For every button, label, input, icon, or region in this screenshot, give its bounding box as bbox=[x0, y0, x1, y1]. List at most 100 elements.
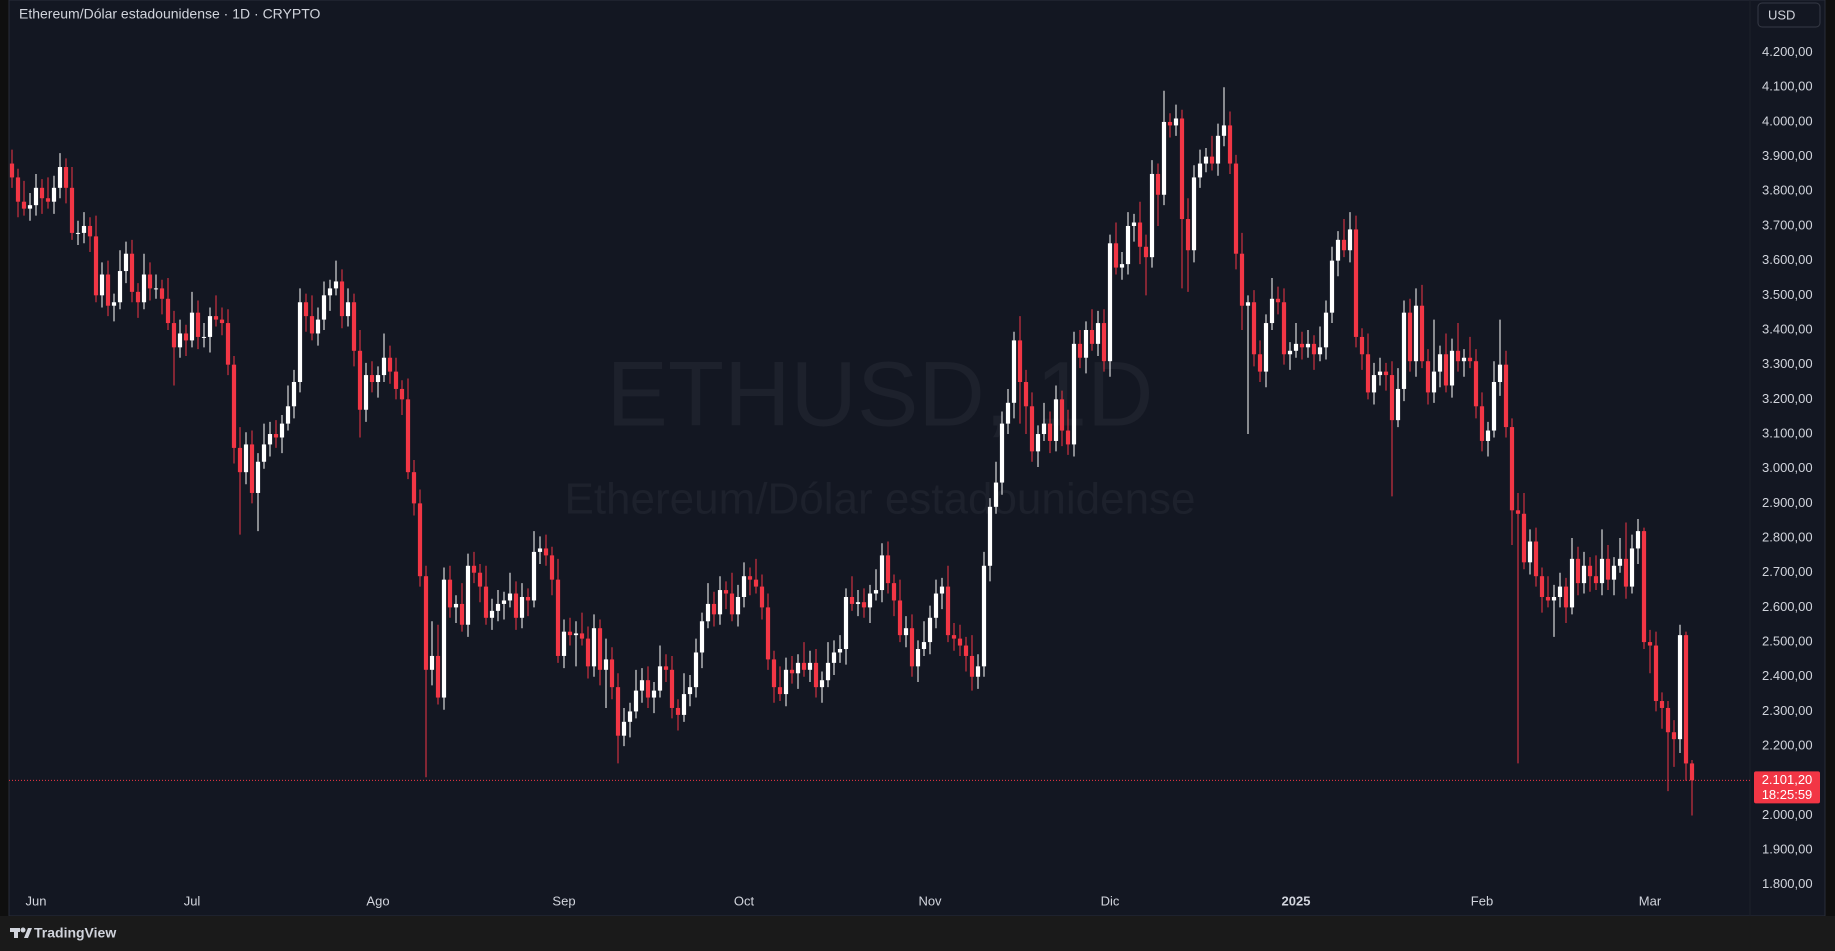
candle-body bbox=[39, 187, 45, 199]
candle-body bbox=[135, 291, 141, 303]
x-tick-label: Nov bbox=[918, 893, 942, 908]
candle-body bbox=[231, 364, 237, 448]
candle-body bbox=[1161, 121, 1167, 195]
candle-body bbox=[1341, 239, 1347, 251]
candle-body bbox=[345, 302, 351, 317]
last-price-box bbox=[1754, 771, 1820, 804]
candle-body bbox=[9, 163, 15, 178]
candle-body bbox=[933, 593, 939, 618]
candle-body bbox=[1293, 343, 1299, 351]
candle-body bbox=[1425, 361, 1431, 393]
candle-body bbox=[1065, 430, 1071, 445]
candle-body bbox=[423, 576, 429, 670]
candle-body bbox=[489, 610, 495, 618]
candle-body bbox=[267, 434, 273, 445]
candle-body bbox=[1359, 336, 1365, 355]
candle-body bbox=[747, 576, 753, 580]
y-tick-label: 2.300,00 bbox=[1762, 703, 1813, 718]
candle-body bbox=[297, 302, 303, 383]
candle-body bbox=[1449, 350, 1455, 386]
candle-body bbox=[387, 357, 393, 372]
candle-body bbox=[741, 576, 747, 597]
candle-body bbox=[279, 423, 285, 438]
candle-body bbox=[783, 669, 789, 695]
candle-body bbox=[1365, 354, 1371, 393]
brand-logo bbox=[10, 927, 32, 938]
candle-body bbox=[981, 565, 987, 667]
candle-body bbox=[1215, 135, 1221, 164]
candle-body bbox=[549, 555, 555, 580]
candle-body bbox=[591, 628, 597, 667]
candle-body bbox=[1041, 423, 1047, 435]
candle-body bbox=[711, 603, 717, 615]
candle-body bbox=[717, 590, 723, 615]
candle-body bbox=[687, 687, 693, 695]
candle-body bbox=[159, 288, 165, 299]
candle-body bbox=[435, 655, 441, 698]
currency-label[interactable]: USD bbox=[1768, 7, 1795, 22]
candle-body bbox=[1269, 298, 1275, 324]
candle-body bbox=[627, 711, 633, 722]
candle-body bbox=[1575, 558, 1581, 584]
candle-body bbox=[903, 628, 909, 636]
candle-body bbox=[519, 596, 525, 618]
candle-body bbox=[363, 375, 369, 410]
x-tick-label: Feb bbox=[1471, 893, 1493, 908]
candle-body bbox=[219, 319, 225, 324]
candle-body bbox=[165, 298, 171, 324]
y-tick-label: 2.600,00 bbox=[1762, 599, 1813, 614]
candle-body bbox=[1173, 118, 1179, 126]
candle-body bbox=[1257, 354, 1263, 372]
candle-body bbox=[1401, 312, 1407, 389]
candle-body bbox=[1059, 399, 1065, 431]
candle-body bbox=[735, 596, 741, 615]
candle-body bbox=[1527, 541, 1533, 563]
candle-body bbox=[1143, 246, 1149, 258]
x-tick-label: Mar bbox=[1639, 893, 1662, 908]
candle-body bbox=[1167, 121, 1173, 126]
candle-body bbox=[867, 593, 873, 608]
candle-body bbox=[21, 201, 27, 209]
candle-body bbox=[1431, 371, 1437, 393]
candle-body bbox=[105, 274, 111, 306]
candle-body bbox=[1227, 125, 1233, 164]
candle-body bbox=[621, 721, 627, 736]
candle-body bbox=[447, 579, 453, 608]
y-tick-label: 2.700,00 bbox=[1762, 564, 1813, 579]
candle-body bbox=[651, 690, 657, 698]
y-tick-label: 3.100,00 bbox=[1762, 425, 1813, 440]
y-tick-label: 2.400,00 bbox=[1762, 668, 1813, 683]
candle-body bbox=[75, 232, 81, 234]
candle-body bbox=[483, 586, 489, 618]
candle-body bbox=[1353, 229, 1359, 337]
candle-body bbox=[1245, 302, 1251, 306]
candle-body bbox=[1317, 347, 1323, 355]
candle-body bbox=[1485, 430, 1491, 441]
candle-body bbox=[1119, 264, 1125, 268]
candle-body bbox=[1665, 707, 1671, 733]
candle-body bbox=[1623, 558, 1629, 587]
candle-body bbox=[303, 302, 309, 317]
candle-body bbox=[1455, 350, 1461, 362]
candle-body bbox=[729, 593, 735, 615]
candle-body bbox=[1083, 329, 1089, 358]
candle-body bbox=[927, 617, 933, 643]
x-tick-label: Dic bbox=[1101, 893, 1120, 908]
candle-body bbox=[291, 382, 297, 407]
candle-body bbox=[945, 586, 951, 636]
candle-body bbox=[411, 472, 417, 504]
candle-body bbox=[1089, 329, 1095, 344]
candle-body bbox=[495, 603, 501, 611]
candle-body bbox=[813, 662, 819, 688]
candle-body bbox=[573, 633, 579, 636]
candle-body bbox=[939, 586, 945, 594]
candle-body bbox=[405, 399, 411, 473]
candle-body bbox=[1641, 531, 1647, 643]
currency-button[interactable] bbox=[1757, 2, 1821, 28]
candle-body bbox=[1221, 125, 1227, 136]
candle-body bbox=[771, 659, 777, 688]
candle-body bbox=[117, 271, 123, 303]
candle-body bbox=[1557, 586, 1563, 597]
y-tick-label: 3.000,00 bbox=[1762, 460, 1813, 475]
candle-body bbox=[1197, 163, 1203, 178]
